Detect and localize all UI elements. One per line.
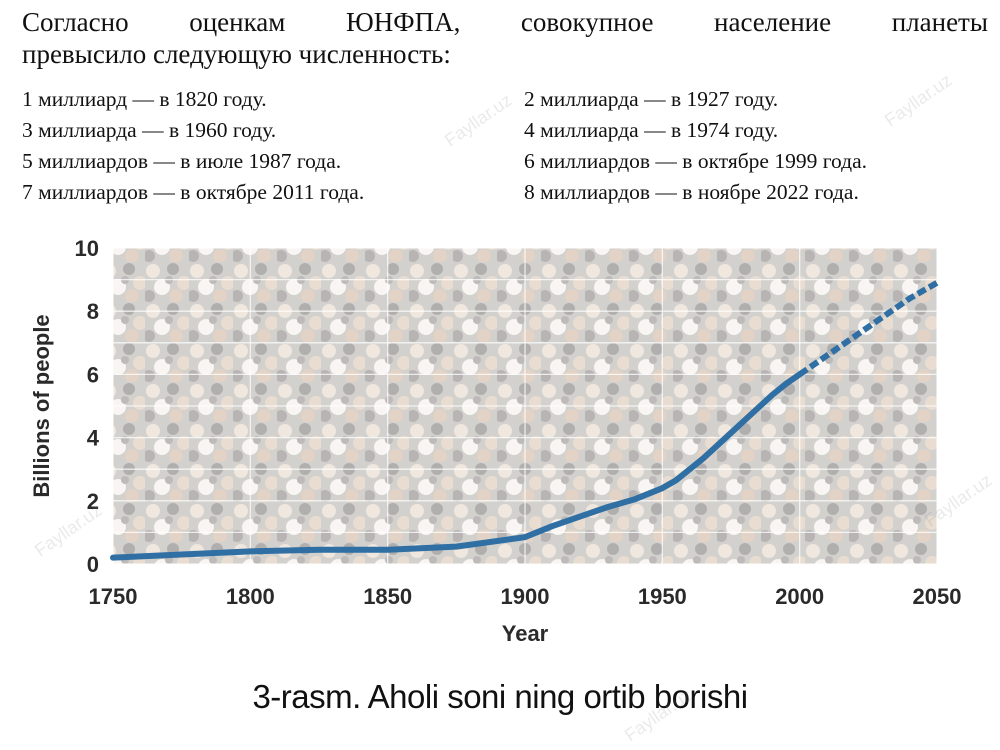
x-tick-label: 2000: [775, 584, 824, 609]
x-tick-label: 1950: [638, 584, 687, 609]
milestone-7-billion: 7 миллиардов — в октябре 2011 года.: [22, 180, 365, 204]
population-line: [110, 371, 803, 561]
y-tick-label: 8: [87, 299, 99, 324]
x-tick-labels: 1750 1800 1850 1900 1950 2000 2050: [89, 584, 962, 609]
intro-line-2: превысило следующую численность:: [22, 39, 451, 69]
x-tick-label: 1800: [226, 584, 275, 609]
intro-line-1: Согласно оценкам ЮНФПА, совокупное насел…: [22, 7, 988, 37]
y-tick-label: 6: [87, 362, 99, 387]
y-axis-label: Billions of people: [29, 314, 54, 497]
y-tick-label: 10: [75, 236, 99, 261]
milestone-1-billion: 1 миллиард — в 1820 году.: [22, 87, 267, 111]
milestone-row: 1 миллиард — в 1820 году. 2 миллиарда — …: [22, 84, 992, 115]
population-chart-svg: 0 2 4 6 8 10 1750 1800 1850 1900 1950 2000 2050 Yea…: [29, 236, 962, 646]
figure-caption: 3-rasm. Aholi soni ning ortib borishi: [252, 678, 748, 715]
milestone-6-billion: 6 миллиардов — в октябре 1999 года.: [524, 149, 867, 173]
x-tick-label: 1900: [501, 584, 550, 609]
milestone-3-billion: 3 миллиарда — в 1960 году.: [22, 118, 277, 142]
x-axis-label: Year: [502, 621, 549, 646]
intro-text: Согласно оценкам ЮНФПА, совокупное насел…: [22, 6, 988, 70]
milestone-8-billion: 8 миллиардов — в ноябре 2022 года.: [524, 180, 859, 204]
milestone-row: 3 миллиарда — в 1960 году. 4 миллиарда —…: [22, 115, 992, 146]
y-tick-label: 4: [87, 426, 100, 451]
milestone-5-billion: 5 миллиардов — в июле 1987 года.: [22, 149, 342, 173]
y-tick-label: 0: [87, 552, 99, 577]
projection-line: [797, 280, 939, 377]
milestone-row: 5 миллиардов — в июле 1987 года. 6 милли…: [22, 146, 992, 177]
series-lines: [110, 280, 939, 561]
milestone-4-billion: 4 миллиарда — в 1974 году.: [524, 118, 779, 142]
population-chart: 0 2 4 6 8 10 1750 1800 1850 1900 1950 2000 2050 Yea…: [13, 222, 987, 668]
milestone-2-billion: 2 миллиарда — в 1927 году.: [524, 87, 779, 111]
x-tick-label: 2050: [913, 584, 962, 609]
x-tick-label: 1850: [363, 584, 412, 609]
population-milestones: 1 миллиард — в 1820 году. 2 миллиарда — …: [22, 84, 992, 208]
milestone-row: 7 миллиардов — в октябре 2011 года. 8 ми…: [22, 177, 992, 208]
y-tick-label: 2: [87, 489, 99, 514]
y-tick-labels: 0 2 4 6 8 10: [75, 236, 100, 577]
x-tick-label: 1750: [89, 584, 138, 609]
